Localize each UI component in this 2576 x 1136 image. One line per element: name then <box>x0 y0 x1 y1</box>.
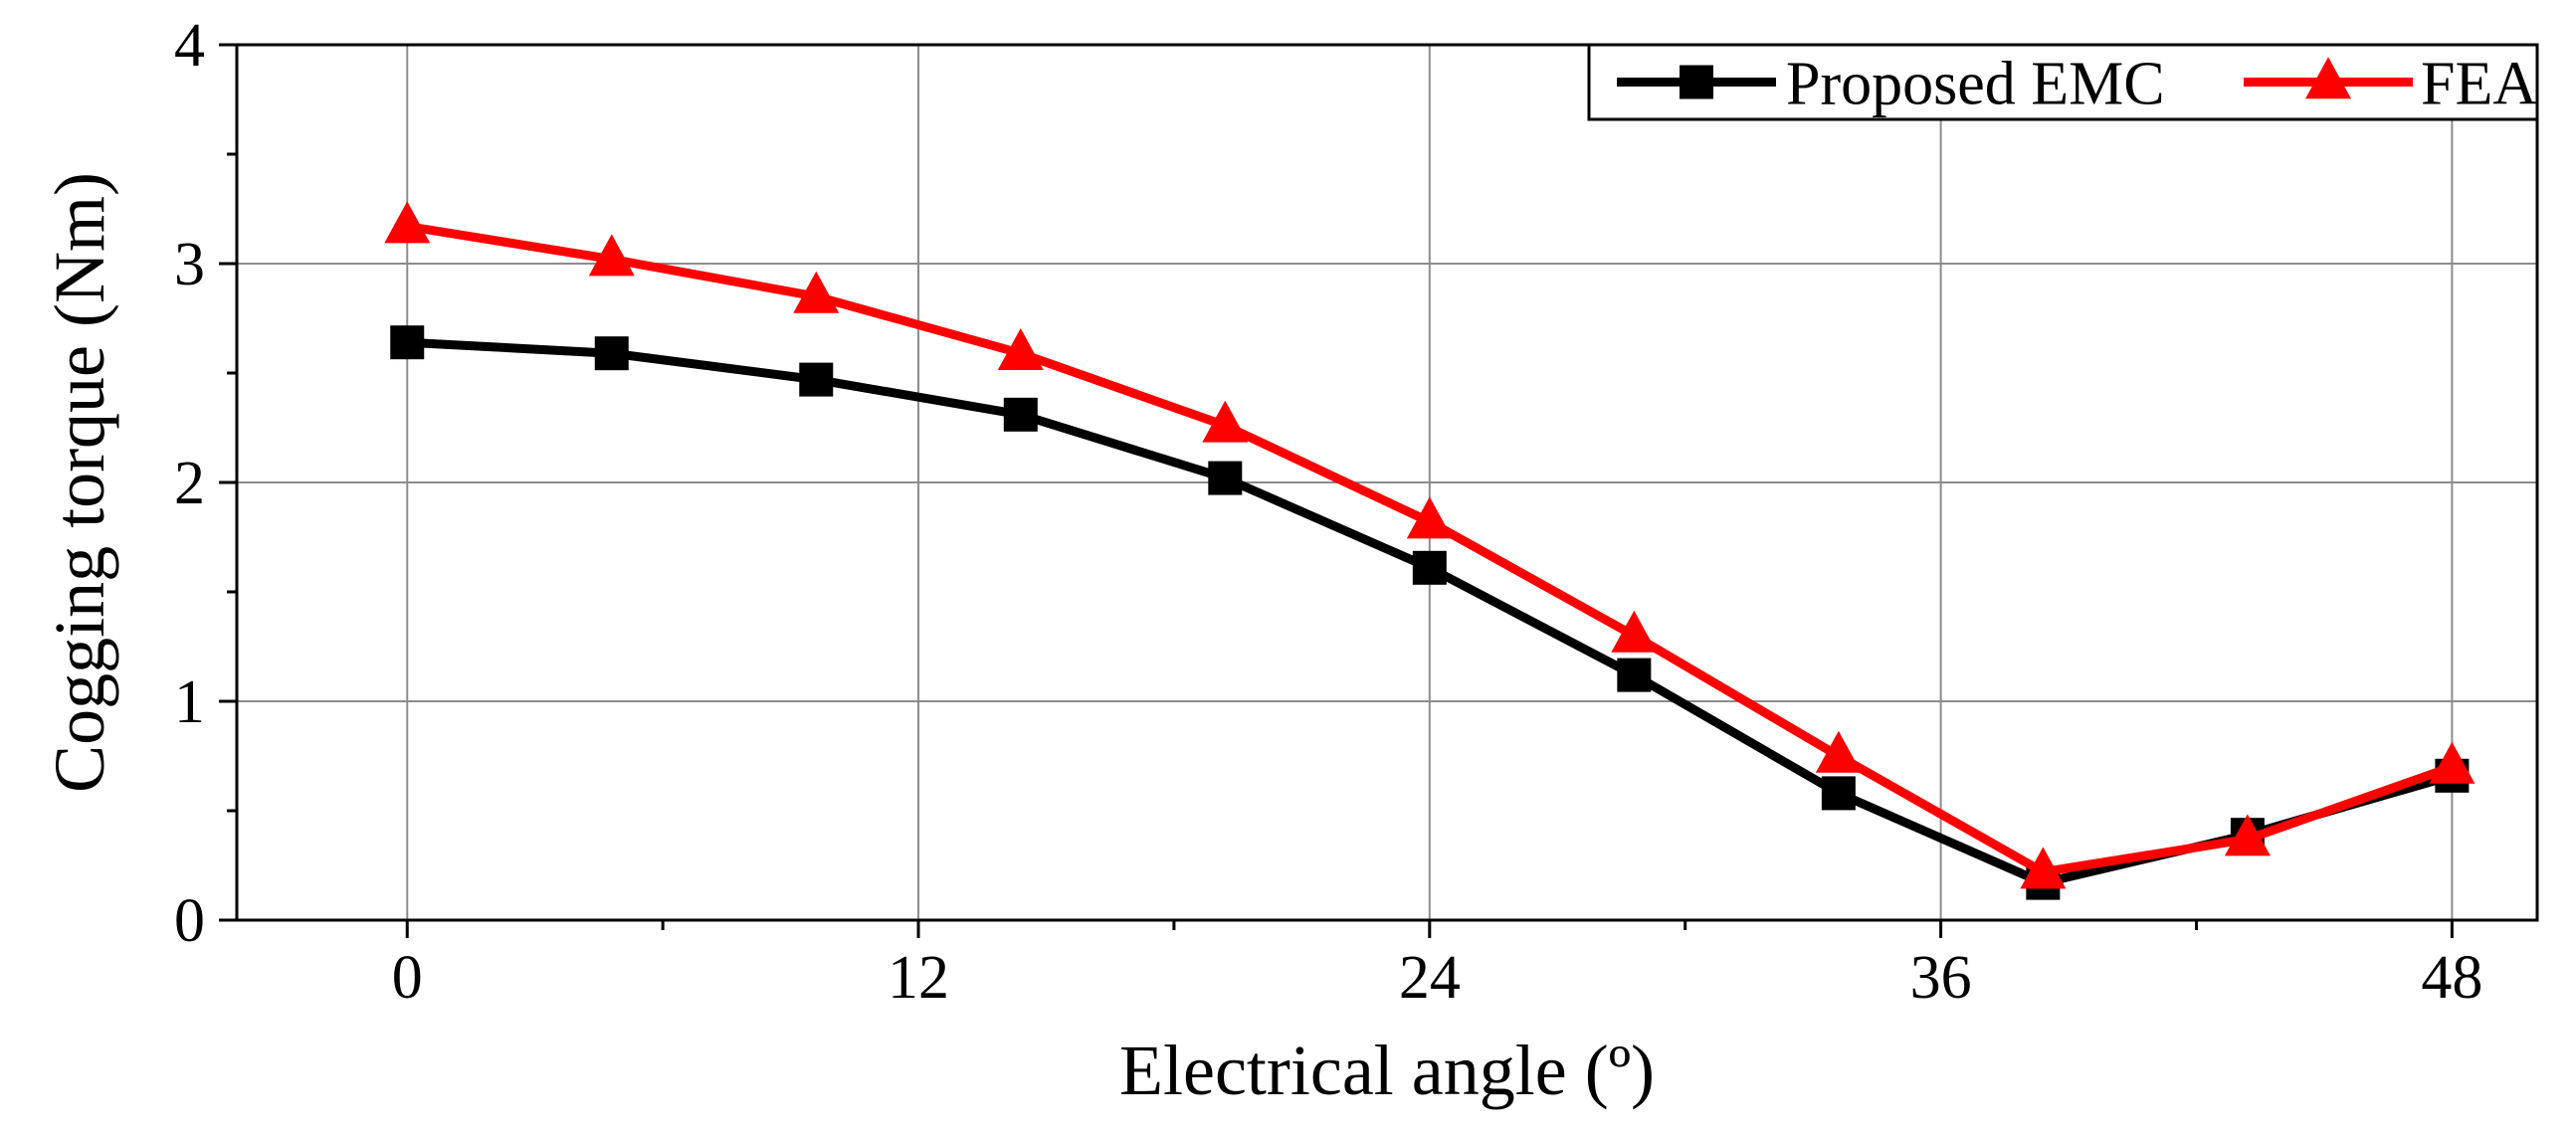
data-point-square <box>1617 658 1652 692</box>
data-point-triangle <box>2305 57 2351 99</box>
data-point-square <box>390 325 425 360</box>
data-point-square <box>594 336 629 371</box>
data-point-square <box>1003 397 1038 432</box>
x-axis-title: Electrical angle (º) <box>1119 1031 1655 1110</box>
legend-label: Proposed EMC <box>1786 51 2165 118</box>
x-tick-label: 36 <box>1910 944 1972 1012</box>
data-point-triangle <box>1406 496 1453 539</box>
series-layer <box>384 201 2476 900</box>
x-tick-label: 0 <box>392 944 423 1012</box>
data-point-square <box>799 362 834 397</box>
y-tick-label: 1 <box>174 668 205 736</box>
data-point-square <box>1412 550 1447 585</box>
x-tick-label: 24 <box>1399 944 1461 1012</box>
y-tick-label: 0 <box>174 887 205 955</box>
legend-label: FEA <box>2421 51 2537 118</box>
data-point-square <box>1680 65 1713 99</box>
data-point-triangle <box>588 234 635 277</box>
data-point-triangle <box>2224 814 2271 856</box>
y-tick-label: 4 <box>174 12 205 80</box>
legend: Proposed EMC FEA <box>1587 43 2539 121</box>
data-point-triangle <box>1815 730 1862 773</box>
grid <box>237 45 2537 920</box>
data-point-triangle <box>1611 610 1658 653</box>
y-tick-label: 2 <box>174 450 205 517</box>
data-point-triangle <box>384 201 431 244</box>
x-tick-label: 12 <box>888 944 949 1012</box>
data-point-triangle <box>2429 741 2476 784</box>
data-point-triangle <box>997 328 1044 370</box>
data-point-triangle <box>1202 400 1249 443</box>
x-tick-label: 48 <box>2421 944 2482 1012</box>
data-point-triangle <box>2020 847 2067 889</box>
data-point-square <box>1208 461 1243 495</box>
data-point-square <box>1821 776 1856 811</box>
y-tick-label: 3 <box>174 231 205 298</box>
y-axis-title: Cogging torque (Nm) <box>40 172 119 793</box>
series-fea <box>384 201 2476 889</box>
data-point-triangle <box>793 271 840 313</box>
